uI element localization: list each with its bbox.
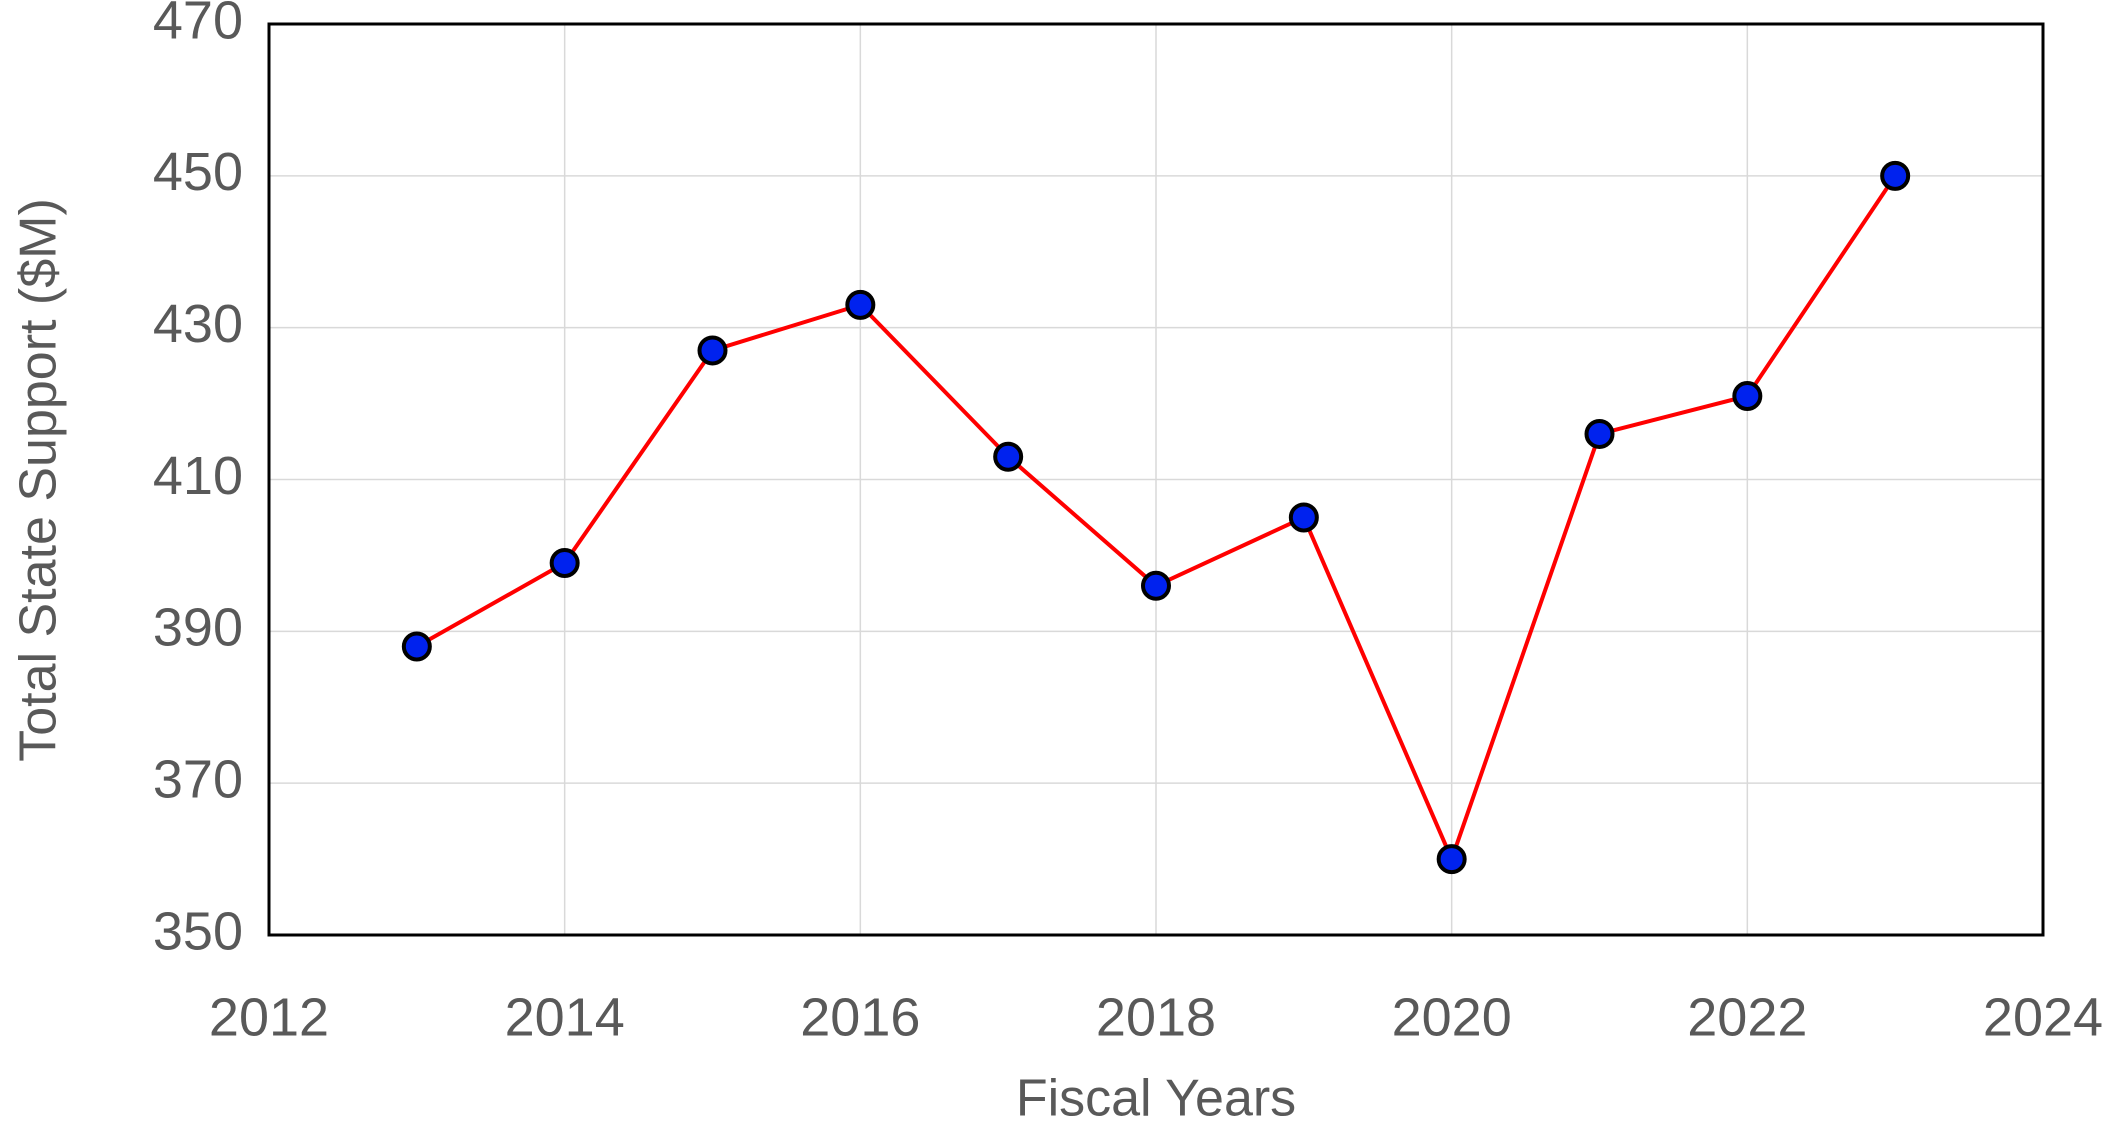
- marker: [1880, 160, 1911, 191]
- x-tick-label: 2024: [1983, 987, 2103, 1047]
- marker: [993, 441, 1024, 472]
- x-tick-label: 2014: [505, 987, 625, 1047]
- marker: [1584, 418, 1615, 449]
- marker: [845, 289, 876, 320]
- x-axis-label: Fiscal Years: [1016, 1070, 1296, 1128]
- y-tick-label: 470: [153, 0, 243, 50]
- marker: [1141, 570, 1171, 601]
- y-tick-label: 450: [153, 142, 243, 202]
- x-tick-label: 2018: [1096, 987, 1216, 1047]
- y-tick-label: 350: [153, 901, 243, 961]
- y-tick-label: 390: [153, 598, 243, 658]
- y-tick-label: 430: [153, 294, 243, 354]
- marker: [549, 548, 580, 579]
- marker: [697, 335, 728, 366]
- x-tick-label: 2012: [209, 987, 329, 1047]
- x-tick-label: 2016: [800, 987, 920, 1047]
- marker: [1732, 380, 1763, 411]
- marker: [1288, 502, 1319, 533]
- x-tick-label: 2020: [1392, 987, 1512, 1047]
- y-axis-label: Total State Support ($M): [10, 198, 68, 762]
- marker: [1436, 844, 1467, 875]
- plot-frame: [267, 22, 2045, 937]
- marker: [401, 631, 432, 662]
- y-tick-label: 370: [153, 749, 243, 809]
- y-tick-label: 410: [153, 446, 243, 506]
- x-tick-label: 2022: [1687, 987, 1807, 1047]
